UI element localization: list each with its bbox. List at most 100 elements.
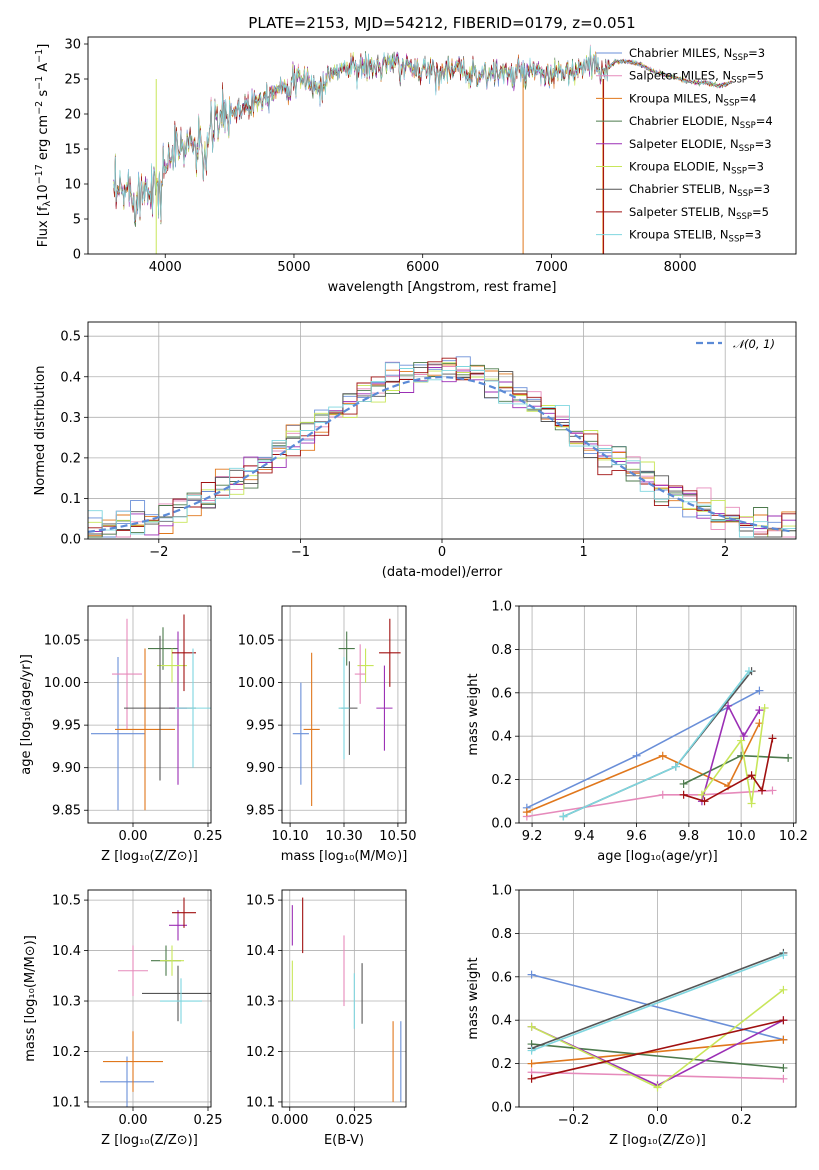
panel-spectrum: 4000 5000 6000 7000 8000 0 5 10 15 20 25 30 waveleng… xyxy=(34,36,797,295)
legend-entry: Salpeter ELODIE, NSSP=3 xyxy=(629,137,772,154)
grid xyxy=(88,890,211,1107)
weight-marker xyxy=(779,1035,788,1044)
x-tick-label: 7000 xyxy=(535,260,568,275)
y-axis-label: mass weight xyxy=(466,673,481,755)
x-tick-label: 10.30 xyxy=(325,829,362,844)
grid xyxy=(519,889,796,1108)
axes-frame xyxy=(518,889,797,1108)
y-tick-label: 0.0 xyxy=(491,1101,512,1116)
x-tick-label: 6000 xyxy=(406,260,439,275)
weight-marker xyxy=(527,1059,536,1068)
weight-series xyxy=(697,703,769,808)
y-tick-label: 5 xyxy=(73,213,81,228)
y-tick-label: 0 xyxy=(73,248,81,263)
x-tick-label: 0 xyxy=(438,545,446,560)
plot-area xyxy=(291,897,402,1102)
plot-area xyxy=(88,356,796,538)
error-point xyxy=(175,648,211,768)
y-tick-label: 0.8 xyxy=(491,927,512,942)
y-tick-label: 30 xyxy=(64,38,81,53)
y-tick-label: 20 xyxy=(64,108,81,123)
error-point xyxy=(157,648,187,683)
y-axis-label: Flux [fλ10−17 erg cm−2 s−1 A−1] xyxy=(34,44,53,248)
weight-marker xyxy=(559,812,568,821)
y-tick-label: 10.1 xyxy=(52,1095,81,1110)
x-tick-label: 1 xyxy=(579,545,587,560)
x-tick-label: −0.2 xyxy=(558,1113,590,1128)
legend-tail: =5 xyxy=(752,205,769,219)
y-axis-label: mass weight xyxy=(466,957,481,1039)
x-tick-label: 9.6 xyxy=(626,829,647,844)
weight-marker xyxy=(527,1074,536,1083)
weight-marker xyxy=(697,790,706,799)
legend-sub: SSP xyxy=(729,235,745,245)
error-point xyxy=(115,648,175,811)
weight-marker xyxy=(779,951,788,960)
axes-frame xyxy=(281,889,407,1108)
panel-weight-vs-Z: −0.2 0.0 0.2 0.0 0.2 0.4 0.6 0.8 1.0 Z [log₁₀(Z/Z… xyxy=(466,884,797,1148)
y-tick-label: 10.00 xyxy=(44,676,81,691)
axes-frame xyxy=(87,36,797,255)
panel-age-vs-mass: 10.10 10.30 10.50 9.85 9.90 9.95 10.00 10.05 mas… xyxy=(238,605,417,864)
weight-marker xyxy=(779,1074,788,1083)
y-tick-label: 0.0 xyxy=(491,817,512,832)
axes-frame xyxy=(87,321,797,540)
y-label-part: −1 xyxy=(34,49,45,63)
legend-tail: =3 xyxy=(753,182,770,196)
x-tick-label: 0.0 xyxy=(647,1113,668,1128)
weight-line xyxy=(531,954,784,1052)
y-axis-label: Normed distribution xyxy=(33,366,48,496)
y-tick-label: 9.90 xyxy=(246,761,275,776)
y-tick-label: 0.2 xyxy=(60,451,81,466)
weight-line xyxy=(531,1043,784,1069)
error-point xyxy=(172,897,196,928)
weight-marker xyxy=(755,686,764,695)
y-label-part: Flux [f xyxy=(36,206,51,247)
y-label-part: −1 xyxy=(34,76,45,90)
x-tick-label: 0.2 xyxy=(731,1113,752,1128)
axes-frame xyxy=(281,605,407,824)
y-tick-label: 10 xyxy=(64,178,81,193)
y-tick-label: 0.2 xyxy=(491,1057,512,1072)
x-tick-label: −1 xyxy=(291,545,310,560)
x-tick-label: 0.025 xyxy=(336,1113,373,1128)
y-tick-label: 9.85 xyxy=(52,804,81,819)
legend-text: Chabrier ELODIE, N xyxy=(629,114,740,128)
weight-marker xyxy=(779,985,788,994)
legend-tail: =3 xyxy=(748,46,765,60)
error-point xyxy=(338,657,350,760)
x-axis-label: mass [log₁₀(M/M⊙)] xyxy=(281,849,408,864)
weight-series xyxy=(527,951,788,1055)
legend-sub: SSP xyxy=(739,144,755,154)
error-point xyxy=(379,618,401,687)
weight-marker xyxy=(755,706,764,715)
weight-series xyxy=(679,734,777,806)
y-tick-label: 0.3 xyxy=(60,411,81,426)
x-axis-label: age [log₁₀(age/yr)] xyxy=(597,849,718,864)
weight-marker xyxy=(724,701,733,710)
legend-entry: Salpeter MILES, NSSP=5 xyxy=(629,69,764,86)
grid xyxy=(88,322,796,540)
legend-entry: Chabrier MILES, NSSP=3 xyxy=(629,46,765,63)
y-tick-label: 10.5 xyxy=(52,894,81,909)
legend-text: Kroupa STELIB, N xyxy=(629,228,729,242)
weight-marker xyxy=(784,753,793,762)
weight-marker xyxy=(739,732,748,741)
y-label-part: 10 xyxy=(36,184,51,201)
error-point xyxy=(292,682,309,785)
error-point xyxy=(91,657,145,811)
weight-marker xyxy=(779,1016,788,1025)
plot-area xyxy=(91,614,211,811)
error-point xyxy=(338,631,355,666)
x-axis-label: wavelength [Angstrom, rest frame] xyxy=(328,280,557,295)
weight-marker xyxy=(758,786,767,795)
x-tick-label: 10.50 xyxy=(379,829,416,844)
grid xyxy=(519,605,796,824)
legend-sub: SSP xyxy=(736,212,752,222)
weight-series xyxy=(522,719,764,817)
x-tick-label: 9.2 xyxy=(522,829,543,844)
histogram-series xyxy=(88,362,796,538)
weight-marker xyxy=(632,751,641,760)
y-tick-label: 0.0 xyxy=(60,533,81,548)
